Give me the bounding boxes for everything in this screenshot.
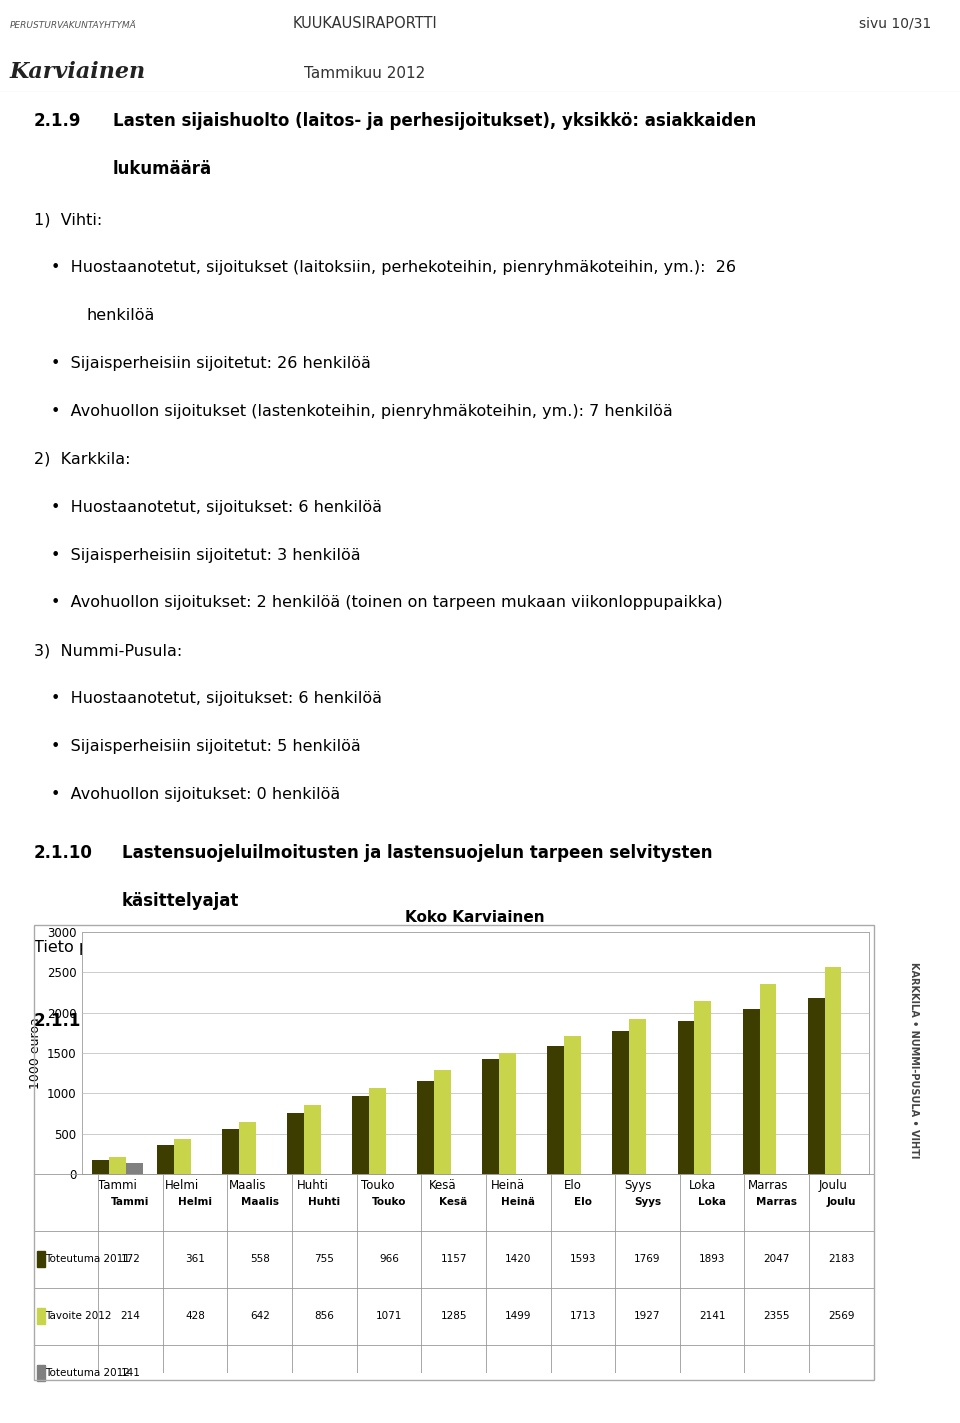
Bar [304, 1104, 321, 1174]
Text: 172: 172 [121, 1254, 140, 1265]
Text: Maalis: Maalis [241, 1197, 278, 1208]
Bar [759, 985, 777, 1174]
Y-axis label: 1000 euroa: 1000 euroa [29, 1017, 41, 1089]
Text: käsittelyajat: käsittelyajat [122, 892, 239, 911]
Text: 2.1.9: 2.1.9 [34, 112, 81, 129]
Text: henkilöä: henkilöä [86, 309, 155, 323]
Text: Huhti: Huhti [308, 1197, 341, 1208]
Text: 642: 642 [250, 1311, 270, 1322]
Text: •  Huostaanotetut, sijoitukset: 6 henkilöä: • Huostaanotetut, sijoitukset: 6 henkilö… [51, 692, 382, 706]
Text: Loka: Loka [698, 1197, 726, 1208]
Bar [352, 1096, 370, 1174]
Text: Joulu: Joulu [827, 1197, 856, 1208]
Text: Marras: Marras [756, 1197, 797, 1208]
Text: •  Sijaisperheisiin sijoitetut: 3 henkilöä: • Sijaisperheisiin sijoitetut: 3 henkilö… [51, 548, 361, 562]
Bar [108, 1157, 126, 1174]
Text: 141: 141 [121, 1368, 140, 1379]
Text: 1420: 1420 [505, 1254, 532, 1265]
Text: Touko: Touko [372, 1197, 406, 1208]
Text: 2)  Karkkila:: 2) Karkkila: [34, 453, 131, 467]
Text: 428: 428 [185, 1311, 205, 1322]
Text: 856: 856 [315, 1311, 334, 1322]
Text: 755: 755 [315, 1254, 334, 1265]
Text: KUUKAUSIRAPORTTI: KUUKAUSIRAPORTTI [293, 16, 437, 31]
Bar [825, 966, 842, 1174]
Bar [92, 1160, 108, 1174]
Bar [222, 1128, 239, 1174]
Text: 1713: 1713 [569, 1311, 596, 1322]
Text: 1769: 1769 [635, 1254, 660, 1265]
Text: 1071: 1071 [375, 1311, 402, 1322]
Text: •  Huostaanotetut, sijoitukset (laitoksiin, perhekoteihin, pienryhmäkoteihin, ym: • Huostaanotetut, sijoitukset (laitoksii… [51, 260, 736, 276]
Bar [547, 1046, 564, 1174]
Text: 1593: 1593 [569, 1254, 596, 1265]
Text: sivu 10/31: sivu 10/31 [859, 16, 931, 30]
Text: Heinä: Heinä [501, 1197, 536, 1208]
Bar [499, 1053, 516, 1174]
Text: Tammikuu 2012: Tammikuu 2012 [304, 67, 425, 81]
Text: 2355: 2355 [763, 1311, 790, 1322]
Bar [630, 1019, 646, 1174]
Text: 1285: 1285 [441, 1311, 467, 1322]
Bar [287, 1113, 304, 1174]
Text: •  Avohuollon sijoitukset: 0 henkilöä: • Avohuollon sijoitukset: 0 henkilöä [51, 787, 341, 803]
Bar [157, 1146, 174, 1174]
Text: 1893: 1893 [699, 1254, 726, 1265]
Text: 1157: 1157 [441, 1254, 467, 1265]
Title: Koko Karviainen: Koko Karviainen [405, 911, 545, 925]
Bar [743, 1009, 759, 1174]
Text: •  Huostaanotetut, sijoitukset: 6 henkilöä: • Huostaanotetut, sijoitukset: 6 henkilö… [51, 499, 382, 515]
Text: PERUSTURVAKUNTAYHTYMÄ: PERUSTURVAKUNTAYHTYMÄ [10, 21, 136, 30]
Text: 2141: 2141 [699, 1311, 726, 1322]
Text: 361: 361 [185, 1254, 205, 1265]
Bar [36, 1251, 45, 1268]
Text: 2047: 2047 [763, 1254, 790, 1265]
Text: 1927: 1927 [635, 1311, 660, 1322]
Text: Elo: Elo [574, 1197, 591, 1208]
Text: Helmi: Helmi [179, 1197, 212, 1208]
Bar [482, 1060, 499, 1174]
Bar [239, 1123, 256, 1174]
Text: 558: 558 [250, 1254, 270, 1265]
Text: •  Sijaisperheisiin sijoitetut: 26 henkilöä: • Sijaisperheisiin sijoitetut: 26 henkil… [51, 356, 372, 371]
Text: Tammi: Tammi [111, 1197, 150, 1208]
Text: Tieto puuttuu Karviaisen lastensuojeluyksikön muuton vuoksi.: Tieto puuttuu Karviaisen lastensuojeluyk… [34, 941, 532, 955]
Bar [36, 1308, 45, 1325]
Text: Kesä: Kesä [440, 1197, 468, 1208]
Text: 1)  Vihti:: 1) Vihti: [34, 212, 102, 228]
Text: 2.1.10: 2.1.10 [34, 844, 92, 862]
Text: •  Avohuollon sijoitukset (lastenkoteihin, pienryhmäkoteihin, ym.): 7 henkilöä: • Avohuollon sijoitukset (lastenkoteihin… [51, 404, 673, 418]
Text: Avohuollon tukitoimet ja jälkihuolto (nettomenot), Karviainen: Avohuollon tukitoimet ja jälkihuolto (ne… [122, 1012, 702, 1030]
Text: 2.1.11: 2.1.11 [34, 1012, 92, 1030]
Text: 2183: 2183 [828, 1254, 854, 1265]
Bar [126, 1163, 143, 1174]
Bar [678, 1022, 694, 1174]
Text: Lasten sijaishuolto (laitos- ja perhesijoitukset), yksikkö: asiakkaiden: Lasten sijaishuolto (laitos- ja perhesij… [113, 112, 756, 129]
Text: 3)  Nummi-Pusula:: 3) Nummi-Pusula: [34, 643, 181, 659]
Text: Toteutuma 2012: Toteutuma 2012 [44, 1368, 130, 1379]
Bar [36, 1365, 45, 1382]
Bar [418, 1080, 434, 1174]
Bar [370, 1087, 386, 1174]
Text: lukumäärä: lukumäärä [113, 159, 212, 178]
Text: Syys: Syys [634, 1197, 661, 1208]
Text: •  Avohuollon sijoitukset: 2 henkilöä (toinen on tarpeen mukaan viikonloppupaikk: • Avohuollon sijoitukset: 2 henkilöä (to… [51, 595, 723, 610]
Text: Toteutuma 2011: Toteutuma 2011 [44, 1254, 130, 1265]
Bar [564, 1036, 581, 1174]
Bar [694, 1002, 711, 1174]
Bar [807, 998, 825, 1174]
Text: 2569: 2569 [828, 1311, 854, 1322]
Bar [434, 1070, 451, 1174]
Bar [612, 1032, 630, 1174]
Text: KARKKILA • NUMMI-PUSULA • VIHTI: KARKKILA • NUMMI-PUSULA • VIHTI [909, 962, 920, 1158]
Text: Karviainen: Karviainen [10, 61, 146, 83]
Text: 1499: 1499 [505, 1311, 532, 1322]
Bar [174, 1140, 191, 1174]
Text: 966: 966 [379, 1254, 399, 1265]
Text: Lastensuojeluilmoitusten ja lastensuojelun tarpeen selvitysten: Lastensuojeluilmoitusten ja lastensuojel… [122, 844, 712, 862]
Text: •  Sijaisperheisiin sijoitetut: 5 henkilöä: • Sijaisperheisiin sijoitetut: 5 henkilö… [51, 739, 361, 754]
Text: 214: 214 [121, 1311, 140, 1322]
Text: Tavoite 2012: Tavoite 2012 [44, 1311, 111, 1322]
